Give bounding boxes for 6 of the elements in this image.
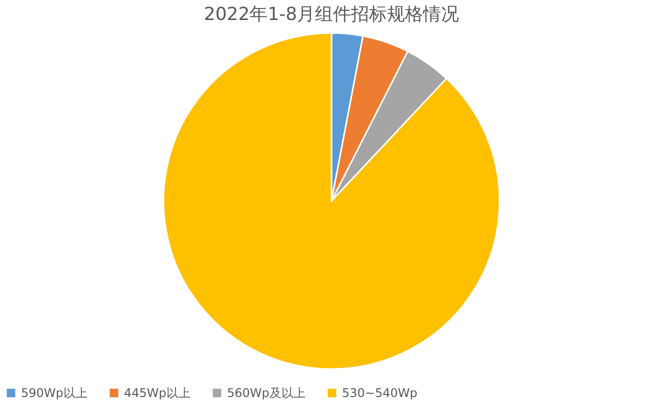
legend-label: 590Wp以上 [21,386,88,400]
pie-slice [162,32,500,370]
legend-label: 445Wp以上 [124,386,190,400]
legend-label: 530~540Wp [342,386,418,400]
chart-title: 2022年1-8月组件招标规格情况 [204,4,460,25]
legend-label: 560Wp及以上 [227,386,306,400]
